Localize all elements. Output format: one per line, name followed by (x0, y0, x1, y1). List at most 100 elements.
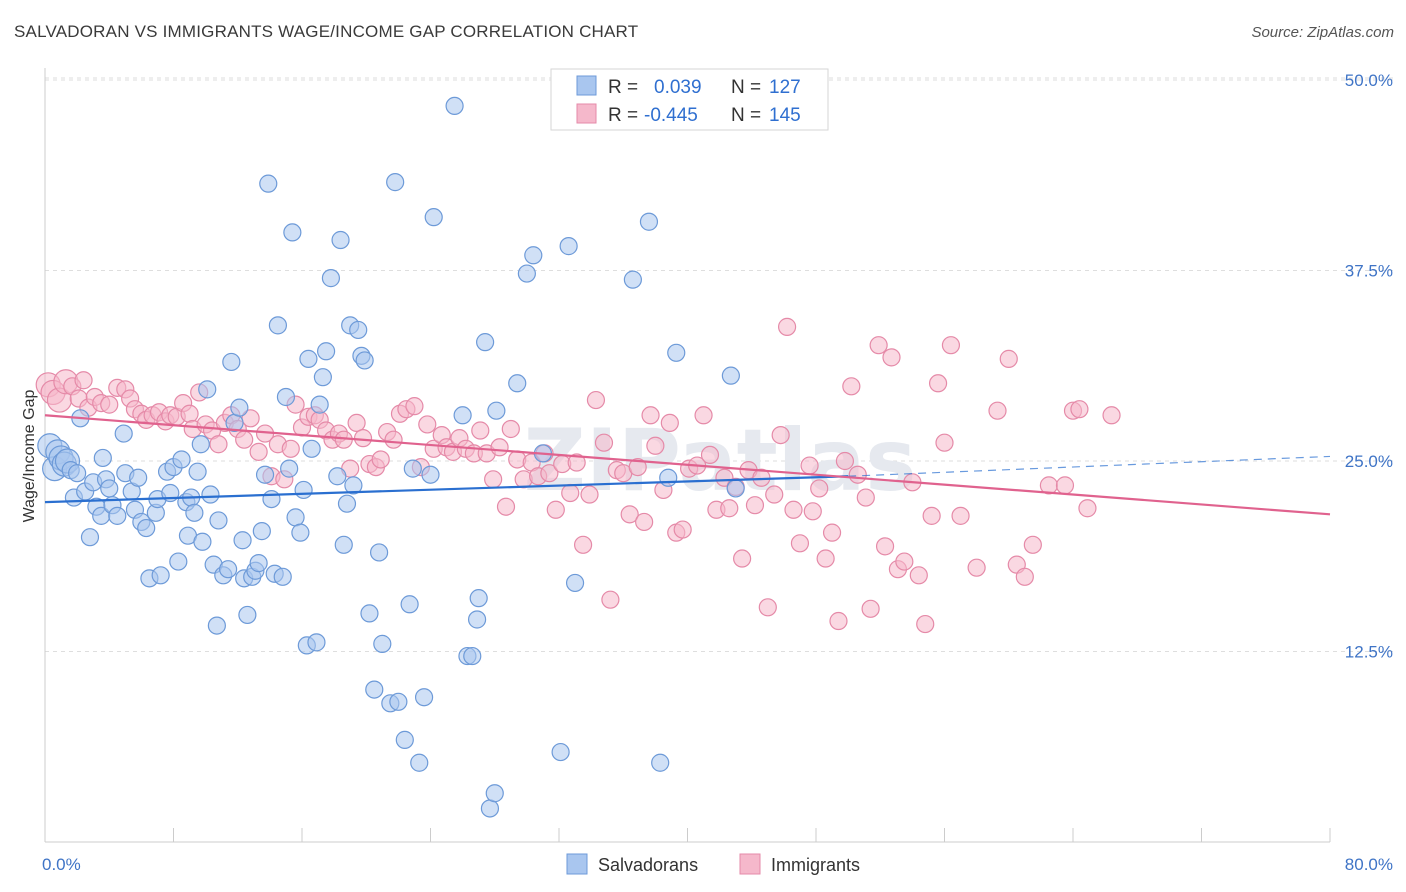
immigrants-point-107 (720, 499, 739, 518)
immigrants-point-100 (673, 520, 692, 539)
salvadorans-point-91 (370, 543, 389, 562)
salvadorans-point-106 (463, 646, 482, 666)
salvadorans-point-67 (280, 459, 299, 478)
salvadorans-point-108 (469, 589, 488, 608)
immigrants-point-113 (758, 598, 777, 617)
legend-r-value-2: -0.445 (644, 105, 698, 126)
salvadorans-point-62 (262, 490, 281, 509)
salvadorans-point-92 (373, 634, 392, 653)
immigrants-point-23 (180, 404, 199, 423)
salvadorans-point-52 (230, 398, 249, 417)
immigrants-point-109 (733, 549, 752, 568)
immigrants-point-116 (777, 317, 797, 336)
immigrants-point-72 (490, 438, 509, 457)
salvadorans-point-121 (639, 212, 659, 231)
immigrants-point-145 (999, 349, 1018, 368)
immigrants-point-141 (941, 336, 961, 355)
immigrants-point-128 (856, 488, 875, 507)
salvadorans-point-103 (445, 96, 464, 116)
salvadorans-point-8 (68, 464, 87, 483)
salvadorans-point-100 (414, 688, 434, 707)
salvadorans-point-60 (255, 465, 275, 484)
immigrants-point-83 (561, 483, 580, 503)
immigrants-point-124 (829, 611, 848, 631)
x-tick-label-min: 0.0% (42, 855, 81, 874)
immigrants-point-115 (771, 425, 790, 445)
salvadorans-point-42 (193, 532, 212, 551)
immigrants-point-123 (822, 523, 842, 542)
immigrants-point-130 (869, 336, 888, 355)
salvadorans-point-82 (334, 535, 353, 554)
immigrants-point-39 (281, 439, 300, 458)
immigrants-point-131 (875, 537, 895, 556)
legend-r-label-1: R = (608, 77, 638, 98)
salvadorans-point-124 (667, 343, 686, 362)
immigrants-point-69 (471, 421, 490, 440)
immigrants-point-87 (586, 390, 606, 410)
salvadorans-point-102 (424, 208, 443, 227)
immigrants-point-98 (660, 413, 679, 432)
bottom-legend: Salvadorans Immigrants (566, 853, 860, 875)
salvadorans-point-49 (219, 560, 238, 579)
immigrants-point-122 (816, 549, 835, 568)
immigrants-point-144 (988, 401, 1007, 420)
salvadorans-point-17 (100, 479, 119, 498)
immigrants-point-61 (418, 415, 437, 434)
immigrants-point-84 (567, 453, 586, 472)
immigrants-point-140 (935, 433, 954, 452)
salvadorans-point-112 (487, 401, 506, 420)
salvadorans-point-123 (659, 468, 678, 487)
immigrants-point-51 (353, 429, 373, 448)
salvadorans-point-78 (316, 342, 336, 361)
salvadorans-point-114 (517, 264, 536, 283)
bottom-legend-label-salvadorans: Salvadorans (598, 855, 698, 875)
salvadorans-point-41 (191, 435, 210, 454)
immigrants-point-92 (620, 505, 639, 524)
salvadorans-point-44 (201, 485, 220, 504)
salvadorans-point-109 (476, 333, 495, 352)
immigrants-point-120 (803, 502, 822, 521)
y-axis-label: Wage/Income Gap (21, 390, 38, 523)
immigrants-point-139 (928, 374, 948, 393)
salvadorans-point-24 (129, 468, 148, 487)
salvadorans-point-30 (151, 566, 170, 585)
salvadorans-point-68 (283, 223, 302, 242)
immigrants-point-134 (895, 552, 914, 571)
salvadorans-point-53 (233, 531, 252, 550)
salvadorans-point-74 (302, 439, 321, 458)
salvadorans-point-59 (252, 522, 271, 541)
immigrants-point-142 (951, 506, 970, 525)
immigrants-point-150 (1055, 476, 1075, 495)
salvadorans-point-122 (651, 753, 670, 772)
salvadorans-point-70 (291, 523, 310, 542)
immigrants-point-50 (347, 413, 366, 432)
immigrants-point-125 (835, 451, 855, 471)
salvadorans-point-95 (389, 692, 408, 711)
salvadorans-point-66 (276, 387, 296, 407)
immigrants-point-136 (909, 566, 928, 585)
salvadorans-point-15 (93, 448, 112, 468)
salvadorans-point-76 (310, 395, 329, 414)
immigrants-point-129 (861, 599, 880, 618)
immigrants-point-80 (540, 464, 559, 483)
immigrants-point-148 (1023, 535, 1042, 554)
salvadorans-point-20 (114, 424, 133, 443)
salvadorans-point-43 (198, 380, 217, 399)
salvadorans-point-81 (331, 230, 350, 250)
x-tick-label-max: 80.0% (1345, 855, 1393, 874)
immigrants-point-104 (700, 445, 720, 465)
salvadorans-point-99 (410, 753, 429, 772)
legend-r-label-2: R = (608, 105, 638, 126)
immigrants-point-118 (790, 534, 810, 553)
immigrants-trend-line (44, 414, 1331, 516)
immigrants-point-114 (765, 485, 784, 504)
salvadorans-point-126 (726, 479, 745, 498)
salvadorans-point-88 (355, 351, 374, 370)
salvadorans-point-34 (169, 552, 188, 571)
y-tick-label-1: 25.0% (1345, 452, 1393, 471)
salvadorans-point-83 (337, 494, 357, 513)
legend-n-label-1: N = (731, 77, 761, 98)
salvadorans-point-35 (172, 450, 191, 469)
salvadorans-point-118 (559, 237, 578, 256)
salvadorans-point-85 (344, 476, 363, 495)
